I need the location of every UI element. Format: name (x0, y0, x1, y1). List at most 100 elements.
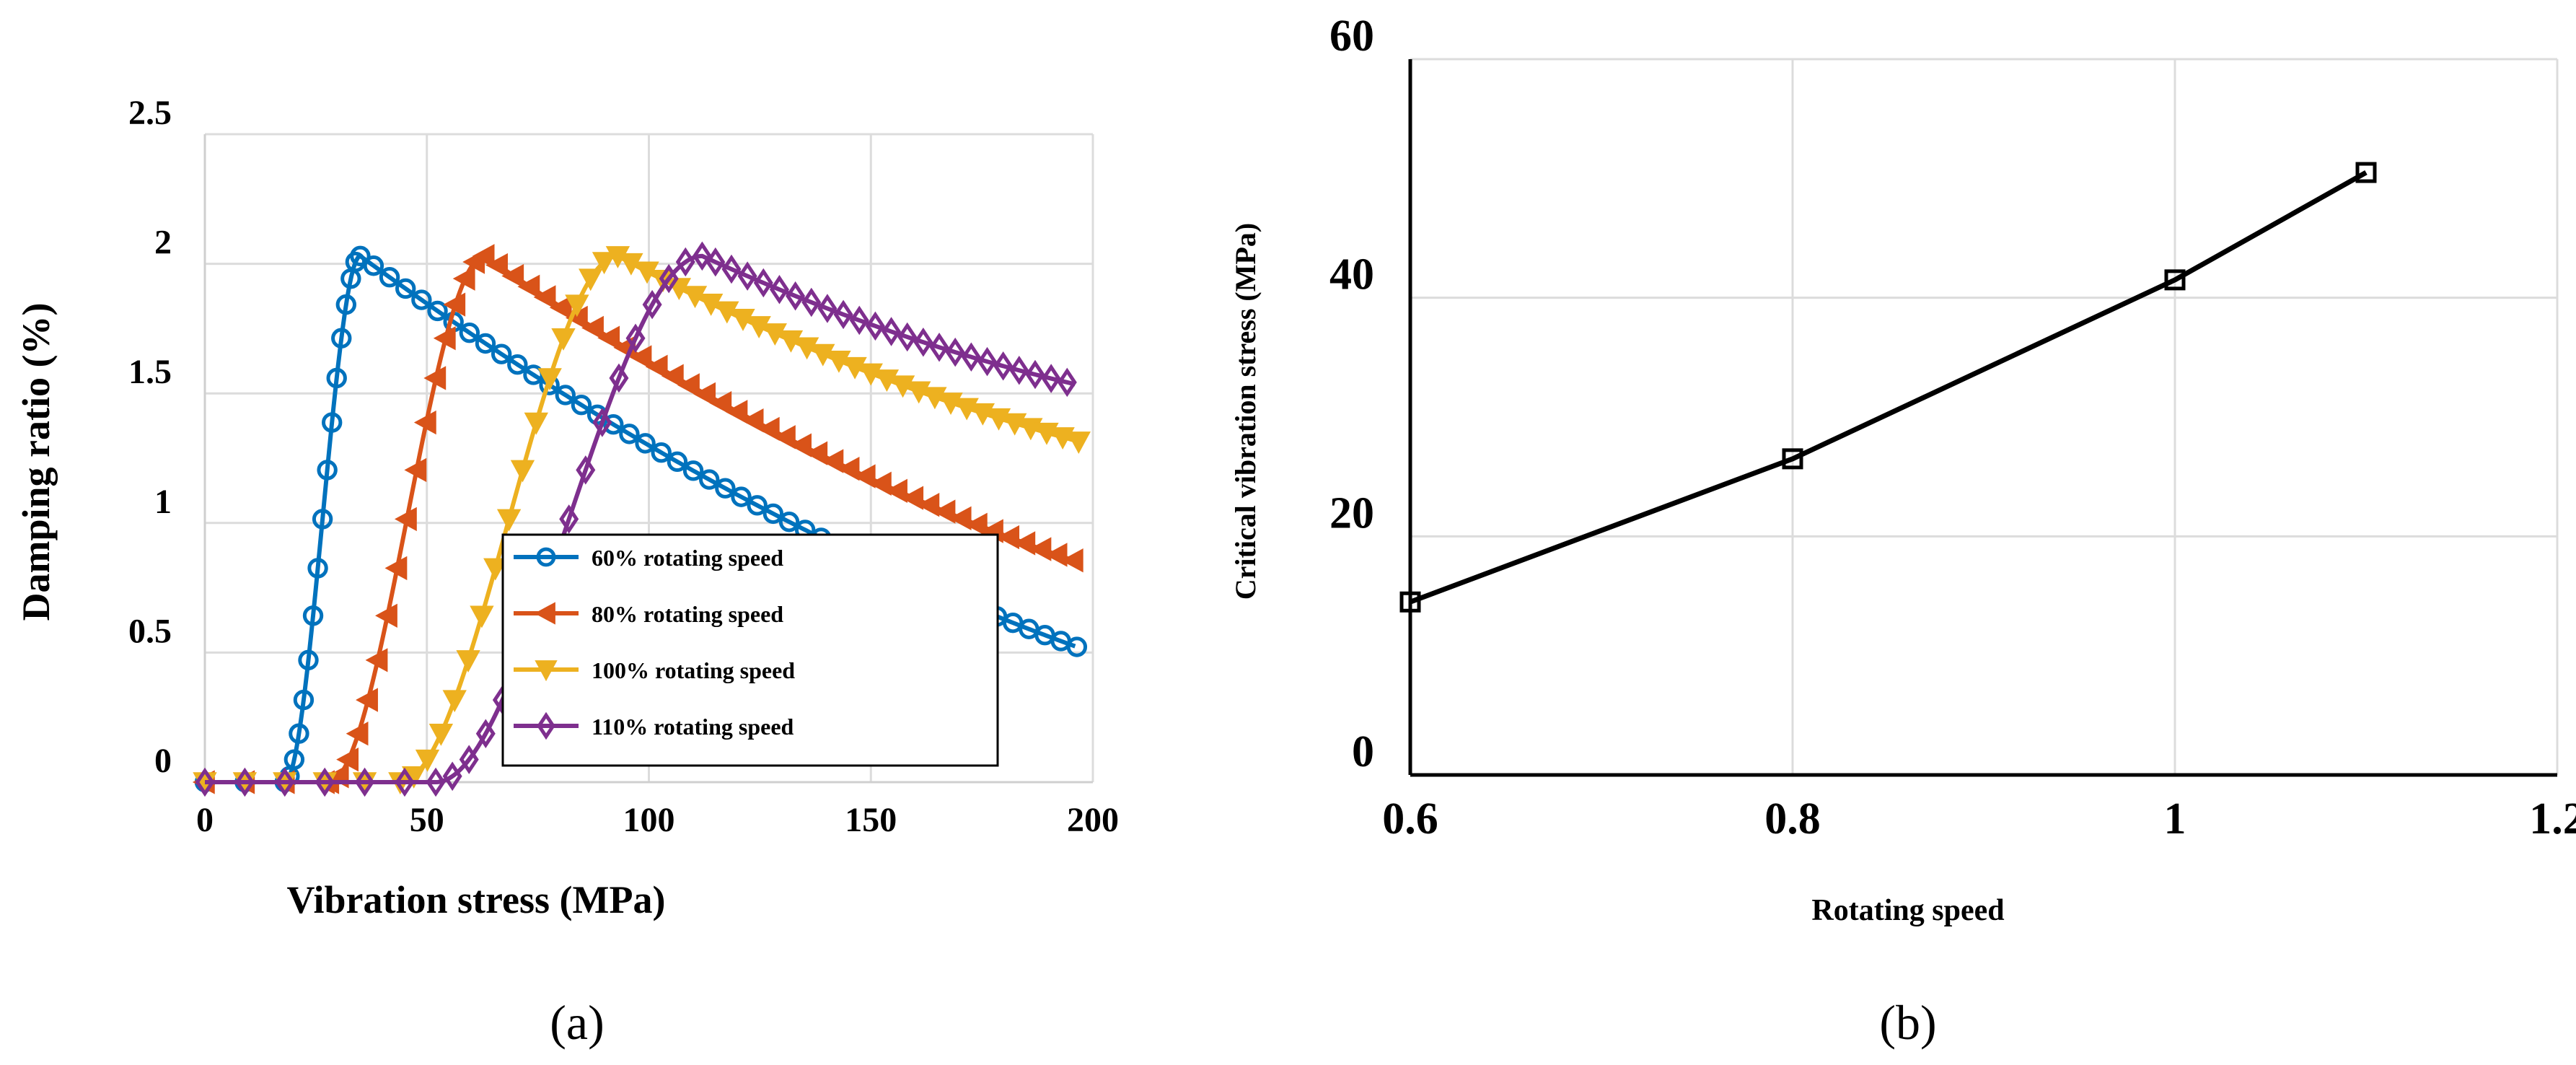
data-point (579, 268, 603, 292)
data-point (355, 767, 375, 797)
legend-label: 100% rotating speed (592, 657, 795, 683)
data-point (659, 263, 679, 294)
data-point (677, 373, 700, 398)
data-point (571, 395, 592, 416)
legend-marker (536, 547, 556, 567)
data-point (805, 441, 828, 465)
data-point (592, 252, 617, 275)
series-line (1409, 170, 2368, 605)
data-point (501, 263, 524, 289)
data-point (811, 343, 835, 367)
data-point (350, 245, 371, 267)
data-point (858, 363, 883, 386)
data-point (507, 354, 528, 375)
data-point (753, 268, 773, 298)
data-point (715, 301, 739, 324)
data-point (625, 323, 646, 354)
data-point (692, 241, 712, 271)
x-tick-label: 1.2 (2529, 794, 2576, 843)
x-tick-label: 50 (410, 801, 444, 839)
data-point (289, 723, 309, 744)
data-point (933, 499, 956, 524)
data-point (709, 391, 732, 416)
data-point (459, 322, 480, 343)
data-point (485, 253, 508, 278)
data-point (773, 425, 796, 450)
legend-label: 80% rotating speed (592, 601, 783, 627)
legend-marker (537, 711, 555, 740)
y-tick-label: 0.5 (128, 612, 172, 650)
data-point (682, 286, 708, 309)
data-point (949, 506, 972, 530)
data-point (426, 767, 446, 797)
data-point (195, 767, 215, 797)
data-point (315, 767, 335, 797)
data-point (551, 328, 576, 351)
data-point (524, 412, 548, 435)
data-point (901, 486, 924, 510)
data-point (731, 308, 755, 331)
series-4 (195, 241, 1077, 797)
panel-b-axes (1408, 59, 2557, 777)
series-3 (193, 246, 1091, 795)
legend-marker (535, 660, 558, 682)
data-point (496, 509, 522, 532)
data-point (993, 351, 1014, 381)
data-point (769, 274, 789, 304)
panel-a-tick-labels: 0 50 100 150 200 0 0.5 1 1.5 2 2.5 (128, 94, 1119, 839)
data-point (849, 305, 869, 336)
data-point (472, 244, 495, 268)
data-point (833, 299, 853, 330)
data-point (404, 457, 427, 483)
data-point (789, 433, 812, 457)
data-point (917, 493, 940, 517)
data-point (427, 300, 448, 322)
data-point (837, 456, 860, 481)
data-point (619, 424, 640, 444)
data-point (786, 281, 806, 311)
data-point (897, 322, 918, 352)
data-point (853, 464, 876, 488)
data-point (675, 247, 695, 277)
data-point (747, 495, 768, 516)
data-point (651, 442, 672, 463)
data-point (635, 433, 656, 454)
data-point (335, 294, 357, 315)
data-point (997, 525, 1020, 550)
data-point (762, 503, 784, 525)
data-point (283, 749, 305, 770)
panel-b-x-axis-label: Rotating speed (1811, 894, 2004, 927)
data-point (642, 289, 662, 320)
data-point (778, 512, 800, 532)
data-point (964, 512, 988, 537)
panel-a-series (192, 241, 1091, 797)
data-point (1009, 356, 1029, 385)
data-point (307, 558, 328, 579)
data-point (321, 412, 343, 433)
x-tick-label: 0 (196, 801, 214, 839)
data-point (1057, 367, 1077, 398)
data-point (442, 690, 467, 713)
x-tick-label: 200 (1067, 801, 1119, 839)
panel-b-y-axis-label: Critical vibration stress (MPa) (1229, 223, 1262, 600)
data-point (882, 317, 902, 346)
data-point (379, 266, 400, 288)
y-tick-label: 1.5 (128, 353, 172, 391)
data-point (443, 292, 466, 317)
data-point (1066, 431, 1091, 454)
data-point (667, 451, 688, 473)
x-tick-label: 0.6 (1382, 794, 1438, 843)
data-point (1029, 537, 1052, 561)
data-point (365, 648, 388, 672)
data-point (762, 323, 787, 346)
data-point (475, 719, 496, 748)
data-point (1060, 548, 1083, 573)
data-point (929, 333, 949, 362)
legend-entry: 100% rotating speed (514, 657, 795, 683)
data-point (331, 328, 352, 349)
data-point (356, 688, 378, 712)
data-point (715, 478, 736, 499)
data-point (411, 289, 432, 310)
legend-label: 110% rotating speed (592, 714, 794, 740)
data-point (312, 509, 333, 530)
